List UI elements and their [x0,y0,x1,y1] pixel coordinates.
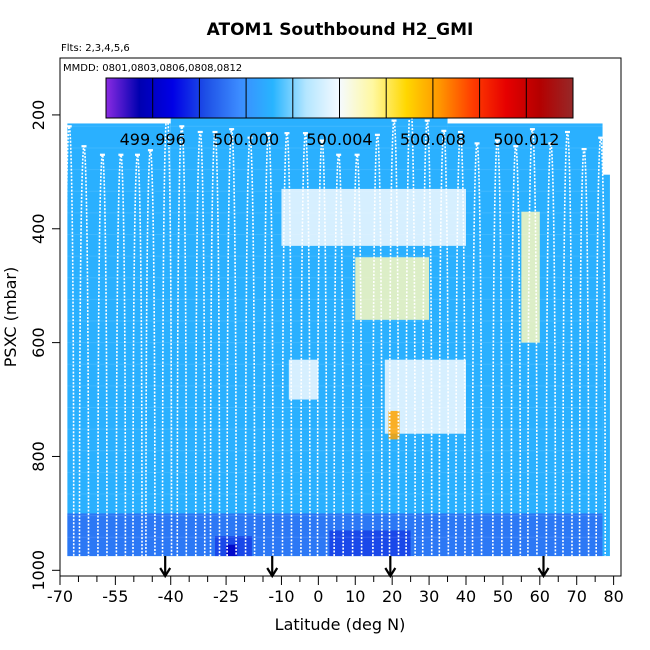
flight-profile [145,149,156,557]
x-tick-label: 0 [313,587,323,606]
colorbar-tick-label: 500.008 [400,130,466,149]
flight-profile [595,136,607,557]
flight-profile [281,132,293,557]
x-tick-label: 60 [530,587,550,606]
y-axis: 200 400 600 800 1000 [29,100,60,591]
x-tick-label: 10 [345,587,365,606]
y-tick-label: 600 [29,327,48,358]
colorbar: 499.996 500.000 500.004 500.008 500.012 [105,77,574,149]
flight-profile [97,153,108,557]
colorbar-tick-label: 500.004 [306,130,372,149]
flight-profile [471,142,483,557]
arrow-head [159,567,172,579]
heatmap-cell [67,123,171,557]
flight-profile [263,132,274,557]
colorbar-tick-label: 499.996 [120,130,186,149]
y-axis-label: PSXC (mbar) [1,267,20,367]
flight-profile [132,153,143,557]
heatmap-cell [355,257,430,320]
flight-profile [351,153,363,557]
y-tick-label: 800 [29,441,48,472]
flight-profile [115,153,127,557]
colorbar-tick-label: 500.000 [213,130,279,149]
x-tick-label: 70 [567,587,587,606]
heatmap-cell [170,95,448,557]
flight-profile [244,136,256,557]
heatmap-cell [602,174,610,557]
y-tick-label: 1000 [29,550,48,591]
x-tick-label: 40 [456,587,476,606]
x-tick-label: 20 [382,587,402,606]
heatmap-cell [288,359,319,400]
colorbar-tick-label: 500.012 [493,130,559,149]
arrow-head [266,567,279,579]
x-tick-label: -25 [213,587,239,606]
x-tick-label: -40 [158,587,184,606]
heatmap-cell [226,544,238,557]
dates-label: MMDD: 0801,0803,0806,0808,0812 [63,63,242,74]
x-tick-label: -70 [47,587,73,606]
flight-profile [316,139,328,557]
heatmap-field [67,95,610,557]
x-tick-label: -55 [102,587,128,606]
arrow-head [384,567,397,579]
flight-profile [492,139,503,557]
arrow-head [537,567,550,579]
heatmap-cell [388,410,400,440]
flight-profile [300,132,311,557]
x-axis-label: Latitude (deg N) [275,615,406,634]
x-axis: -70 -55 -40 -25 -10 0 10 20 30 40 50 60 70 80 [47,576,624,606]
x-tick-label: 50 [493,587,513,606]
arrow-markers [159,556,550,579]
flight-profile [333,153,344,557]
flights-label: Flts: 2,3,4,5,6 [61,43,130,54]
x-tick-label: -10 [268,587,294,606]
x-tick-label: 30 [419,587,439,606]
y-tick-label: 200 [29,100,48,131]
plot-frame [59,57,622,577]
y-tick-label: 400 [29,213,48,244]
flight-profile [545,142,557,557]
chart-title: ATOM1 Southbound H2_GMI [207,20,474,40]
x-tick-label: 80 [603,587,623,606]
